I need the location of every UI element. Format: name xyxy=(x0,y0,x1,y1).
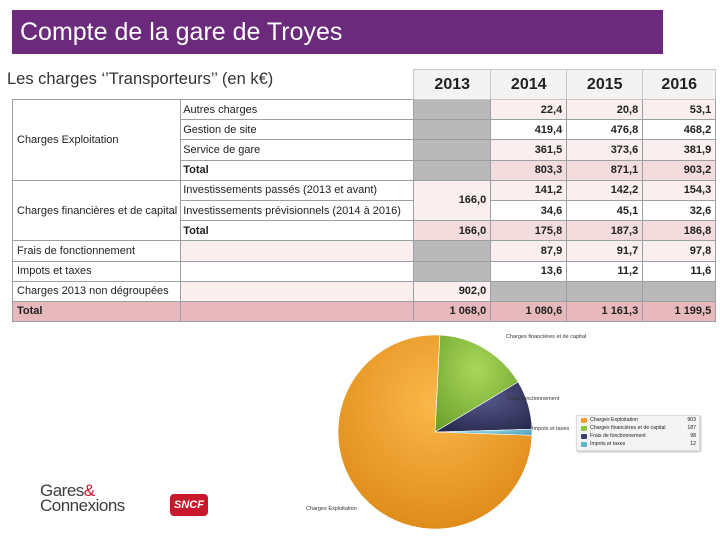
row-label: Total xyxy=(180,159,415,181)
legend-item: Frais de fonctionnement 98 xyxy=(577,432,699,440)
cell-value: 154,3 xyxy=(642,179,717,201)
legend-swatch xyxy=(581,425,587,431)
pie-slice xyxy=(434,334,519,433)
cell-value: 11,2 xyxy=(566,260,644,282)
table-row: Impots et taxes 13,6 11,2 11,6 xyxy=(11,260,717,282)
sncf-logo: SNCF xyxy=(170,494,208,516)
legend-item: Charges financières et de capital 187 xyxy=(577,424,699,432)
cell-value: 87,9 xyxy=(490,240,568,262)
year-header: 2014 xyxy=(490,69,568,100)
cell-value: 468,2 xyxy=(642,119,717,141)
cell-value: 476,8 xyxy=(566,119,644,141)
row-label: Gestion de site xyxy=(180,119,415,141)
group-label: Charges Exploitation xyxy=(11,99,182,181)
row-label: Total xyxy=(180,220,415,242)
cell-value: 11,6 xyxy=(642,260,717,282)
table-row-total: Total 1 068,0 1 080,6 1 161,3 1 199,5 xyxy=(11,300,717,323)
cell-value: 381,9 xyxy=(642,139,717,161)
cell-value: 186,8 xyxy=(642,220,717,242)
table-row: Charges financières et de capital Invest… xyxy=(11,179,717,242)
cell-value: 373,6 xyxy=(566,139,644,161)
cell-value: 903,2 xyxy=(642,159,717,181)
row-label: Service de gare xyxy=(180,139,415,161)
subtitle: Les charges ‘’Transporteurs’’ (en k€) xyxy=(7,70,274,88)
pie-chart-svg xyxy=(337,334,533,530)
legend-value: 12 xyxy=(690,441,696,447)
cell-value: 142,2 xyxy=(566,179,644,201)
legend-value: 187 xyxy=(687,425,696,431)
cell-value: 32,6 xyxy=(642,199,717,222)
slice-label: Impots et taxes xyxy=(532,426,570,432)
row-label: Frais de fonctionnement xyxy=(11,240,182,262)
table-row: Frais de fonctionnement 87,9 91,7 97,8 xyxy=(11,240,717,262)
cell-value: 419,4 xyxy=(490,119,568,141)
table-row: Service de gare 361,5 373,6 381,9 xyxy=(13,139,717,161)
legend-swatch xyxy=(581,433,587,439)
cell-value: 902,0 xyxy=(413,280,492,302)
group-label: Charges financières et de capital xyxy=(11,179,182,242)
row-label: Autres charges xyxy=(180,98,415,121)
legend-value: 98 xyxy=(690,433,696,439)
cell-value: 166,0 xyxy=(413,220,492,242)
row-label: Impots et taxes xyxy=(11,260,182,282)
cell-value: 871,1 xyxy=(566,159,644,181)
slice-label: Charges Exploitation xyxy=(306,506,357,512)
table-row: Total 803,3 871,1 903,2 xyxy=(13,159,717,181)
cell-value: 175,8 xyxy=(490,220,568,242)
cell-value: 141,2 xyxy=(490,179,568,201)
cell-value: 97,8 xyxy=(642,240,717,262)
year-header: 2015 xyxy=(566,69,644,100)
row-label: Total xyxy=(11,300,182,323)
legend-item: Impots et taxes 12 xyxy=(577,440,699,448)
legend-label: Charges financières et de capital xyxy=(590,425,666,431)
year-header: 2013 xyxy=(413,69,492,100)
cell-value: 1 161,3 xyxy=(566,300,644,323)
page-title: Compte de la gare de Troyes xyxy=(20,17,343,46)
legend-swatch xyxy=(581,441,587,447)
gares-connexions-logo: Gares& Connexions xyxy=(40,481,125,515)
legend-swatch xyxy=(581,417,587,423)
cell-value: 1 080,6 xyxy=(490,300,568,323)
cell-value: 166,0 xyxy=(413,179,492,222)
chart-legend: Charges Exploitation 903 Charges financi… xyxy=(576,415,700,451)
slice-label: Frais fonctionnement xyxy=(508,396,560,402)
pie-slice xyxy=(337,334,533,530)
pie-chart: Charges financières et de capital Frais … xyxy=(300,320,720,540)
legend-label: Frais de fonctionnement xyxy=(590,433,646,439)
cell-value: 13,6 xyxy=(490,260,568,282)
cell-value: 91,7 xyxy=(566,240,644,262)
cell-value: 53,1 xyxy=(642,98,717,121)
row-label: Investissements passés (2013 et avant) xyxy=(180,179,415,201)
cell-value: 20,8 xyxy=(566,98,644,121)
cell-value: 45,1 xyxy=(566,199,644,222)
row-label: Charges 2013 non dégroupées xyxy=(11,280,182,302)
table-row: Charges 2013 non dégroupées 902,0 xyxy=(11,280,717,302)
cell-value: 34,6 xyxy=(490,199,568,222)
table-row: Gestion de site 419,4 476,8 468,2 xyxy=(13,119,717,141)
legend-value: 903 xyxy=(687,417,696,423)
cell-value: 22,4 xyxy=(490,98,568,121)
legend-item: Charges Exploitation 903 xyxy=(577,416,699,424)
table-row: Investissements prévisionnels (2014 à 20… xyxy=(13,199,717,222)
table-header-row: 2013 2014 2015 2016 xyxy=(13,69,717,100)
legend-label: Impots et taxes xyxy=(590,441,626,447)
cell-value: 361,5 xyxy=(490,139,568,161)
cell-value: 187,3 xyxy=(566,220,644,242)
slice-label: Charges financières et de capital xyxy=(506,334,587,340)
title-bar: Compte de la gare de Troyes xyxy=(12,10,663,54)
cell-value: 803,3 xyxy=(490,159,568,181)
cell-value: 1 068,0 xyxy=(413,300,492,323)
row-label: Investissements prévisionnels (2014 à 20… xyxy=(180,199,415,222)
table-row: Charges Exploitation Autres charges 22,4… xyxy=(11,98,717,181)
cell-value: 1 199,5 xyxy=(642,300,717,323)
year-header: 2016 xyxy=(642,69,717,100)
charges-table: 2013 2014 2015 2016 Charges Exploitation… xyxy=(11,69,717,323)
legend-label: Charges Exploitation xyxy=(590,417,638,423)
